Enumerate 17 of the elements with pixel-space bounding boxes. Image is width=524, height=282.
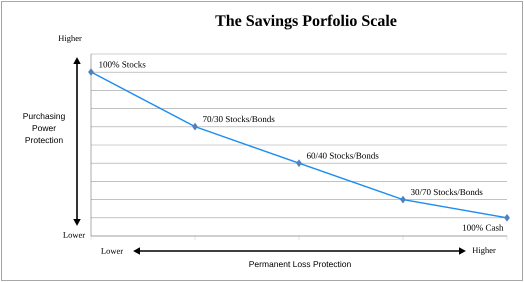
point bbox=[88, 68, 94, 76]
text: Lower bbox=[63, 232, 86, 238]
x-axis-title: Permanent Loss Protection bbox=[249, 260, 351, 268]
point bbox=[400, 196, 406, 204]
text: Higher bbox=[58, 35, 82, 43]
annotation: 100% Cash bbox=[463, 224, 504, 231]
chart-title: The Savings Porfolio Scale bbox=[215, 14, 396, 30]
text: Lower bbox=[101, 248, 124, 254]
annotation: 60/40 Stocks/Bonds bbox=[306, 152, 378, 159]
point bbox=[504, 214, 510, 222]
annotation: 30/70 Stocks/Bonds bbox=[410, 188, 482, 196]
text: 100% Stocks bbox=[99, 61, 146, 68]
annotation: 70/30 Stocks/Bonds bbox=[203, 116, 274, 122]
point bbox=[192, 122, 198, 130]
y-axis-title: Purchasing Power Protection bbox=[23, 112, 65, 144]
point bbox=[296, 159, 302, 167]
text: Higher bbox=[472, 247, 496, 255]
